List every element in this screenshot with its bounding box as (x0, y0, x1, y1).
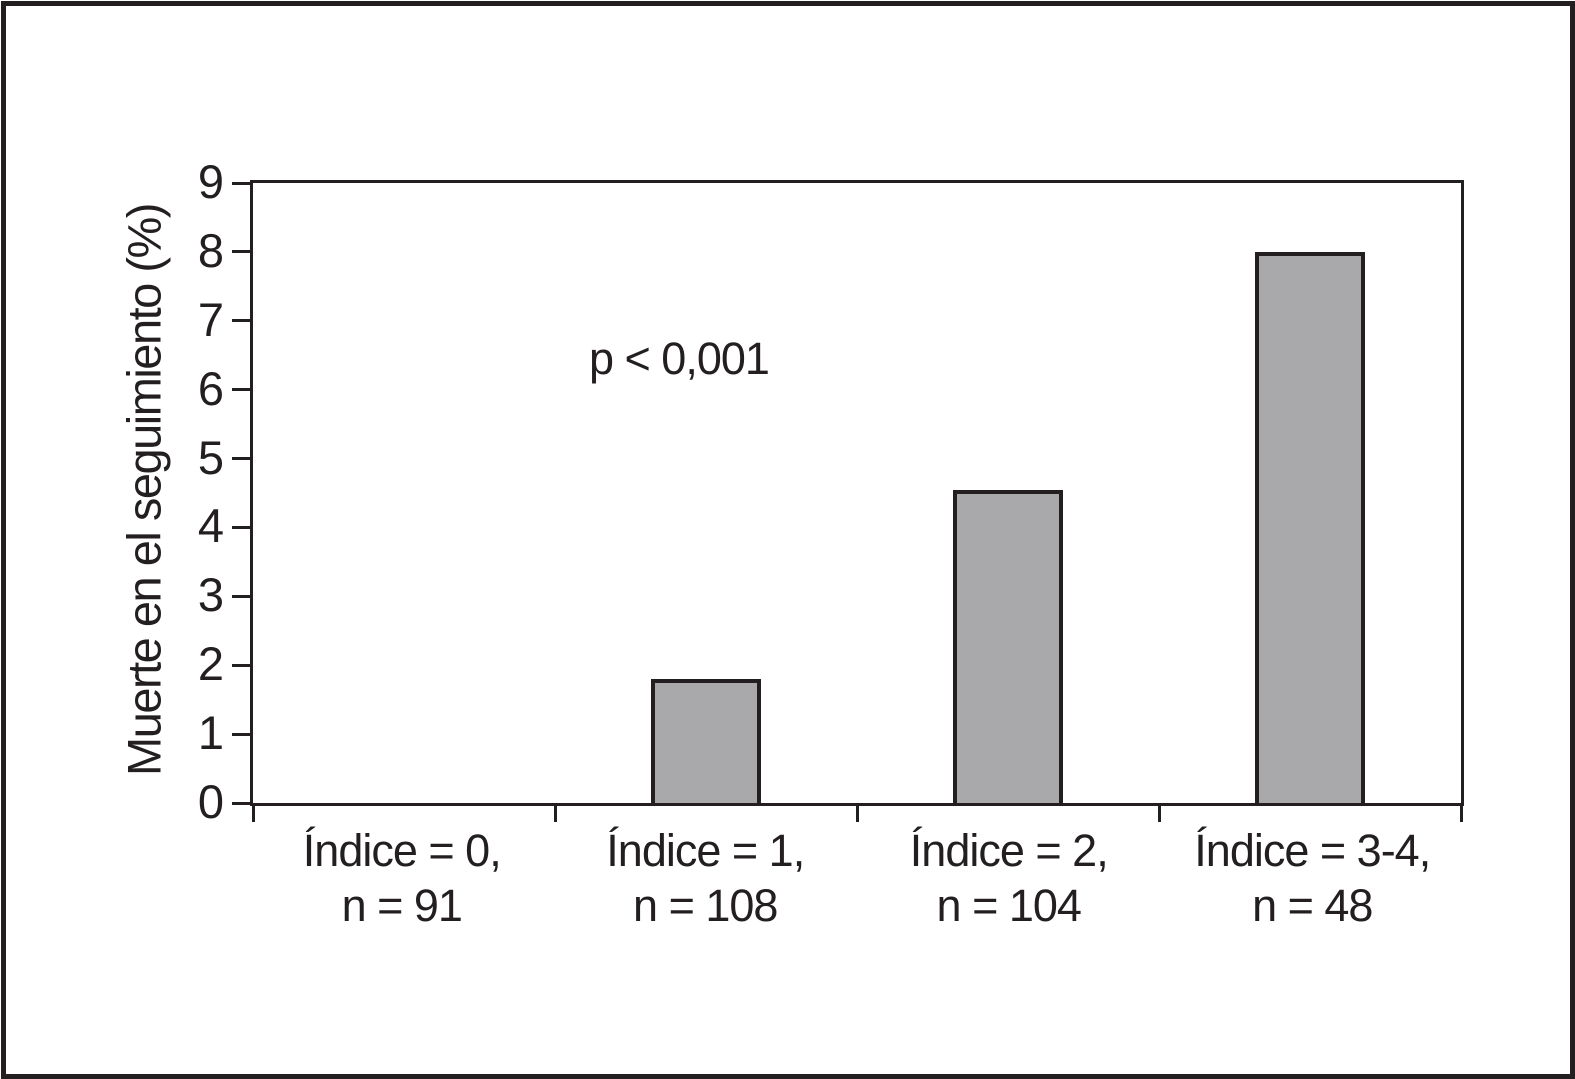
p-value-annotation: p < 0,001 (589, 333, 770, 384)
x-axis-tick (1459, 806, 1463, 822)
x-category-line1: Índice = 1, (606, 825, 805, 876)
x-axis-tick (251, 806, 255, 822)
y-tick-label: 4 (197, 499, 224, 553)
y-tick-label: 0 (197, 775, 224, 828)
x-category-label: Índice = 1, n = 108 (554, 824, 858, 934)
y-axis-tick (232, 525, 250, 529)
x-category-label: Índice = 0, n = 91 (250, 824, 554, 934)
x-axis-tick (1157, 806, 1161, 822)
y-axis-tick (232, 388, 250, 392)
x-category-line2: n = 104 (936, 879, 1082, 931)
x-category-line2: n = 91 (341, 879, 463, 931)
y-axis-tick (232, 319, 250, 323)
y-axis-tick (232, 181, 250, 185)
x-category-line2: n = 48 (1252, 879, 1373, 931)
x-category-label: Índice = 3-4, n = 48 (1161, 824, 1465, 934)
x-category-line1: Índice = 0, (302, 825, 502, 876)
x-axis-tick (553, 806, 557, 822)
y-tick-label: 2 (197, 637, 224, 691)
bar-2 (651, 679, 761, 803)
x-category-line1: Índice = 2, (909, 825, 1109, 876)
y-tick-label: 8 (197, 223, 224, 277)
y-tick-label: 6 (197, 361, 224, 415)
y-axis-tick (232, 457, 250, 461)
x-category-line1: Índice = 3-4, (1194, 825, 1431, 876)
y-axis-tick (232, 801, 250, 805)
x-category-line2: n = 108 (633, 879, 778, 931)
x-axis-tick (855, 806, 859, 822)
x-category-label: Índice = 2, n = 104 (857, 824, 1161, 934)
y-axis-tick (232, 732, 250, 736)
y-tick-label: 5 (197, 430, 224, 484)
y-axis-tick (232, 250, 250, 254)
y-tick-label: 1 (197, 706, 224, 760)
y-tick-label: 7 (197, 292, 224, 346)
y-axis-tick (232, 663, 250, 667)
bar-4 (1255, 251, 1365, 803)
y-axis-tick (232, 594, 250, 598)
bar-3 (953, 489, 1063, 803)
plot-area: p < 0,001 0 1 2 3 4 5 6 7 8 9 (198, 158, 1464, 825)
x-axis-labels: Índice = 0, n = 91 Índice = 1, n = 108 Í… (250, 824, 1464, 934)
y-axis-title: Muerte en el seguimiento (%) (117, 204, 171, 776)
y-tick-label: 3 (197, 568, 224, 622)
y-tick-label: 9 (197, 155, 224, 208)
